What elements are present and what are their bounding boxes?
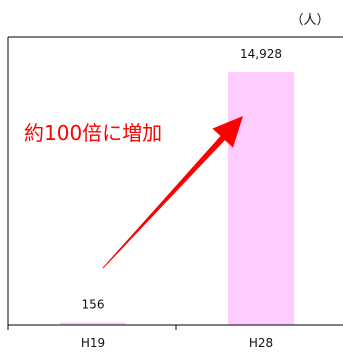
x-tick-labels: H19 H28 <box>81 336 273 350</box>
bars-layer <box>60 72 294 326</box>
unit-label: （人） <box>290 13 329 28</box>
x-tick-label-h19: H19 <box>81 336 105 350</box>
value-labels: 156 14,928 <box>82 47 282 311</box>
value-label-h19: 156 <box>82 297 105 311</box>
bar-h28 <box>228 72 294 326</box>
increase-arrow <box>102 116 243 269</box>
x-tick-label-h28: H28 <box>249 336 273 350</box>
annotation-text: 約100倍に増加 <box>24 121 162 145</box>
bar-h19 <box>60 322 126 325</box>
value-label-h28: 14,928 <box>240 47 282 61</box>
